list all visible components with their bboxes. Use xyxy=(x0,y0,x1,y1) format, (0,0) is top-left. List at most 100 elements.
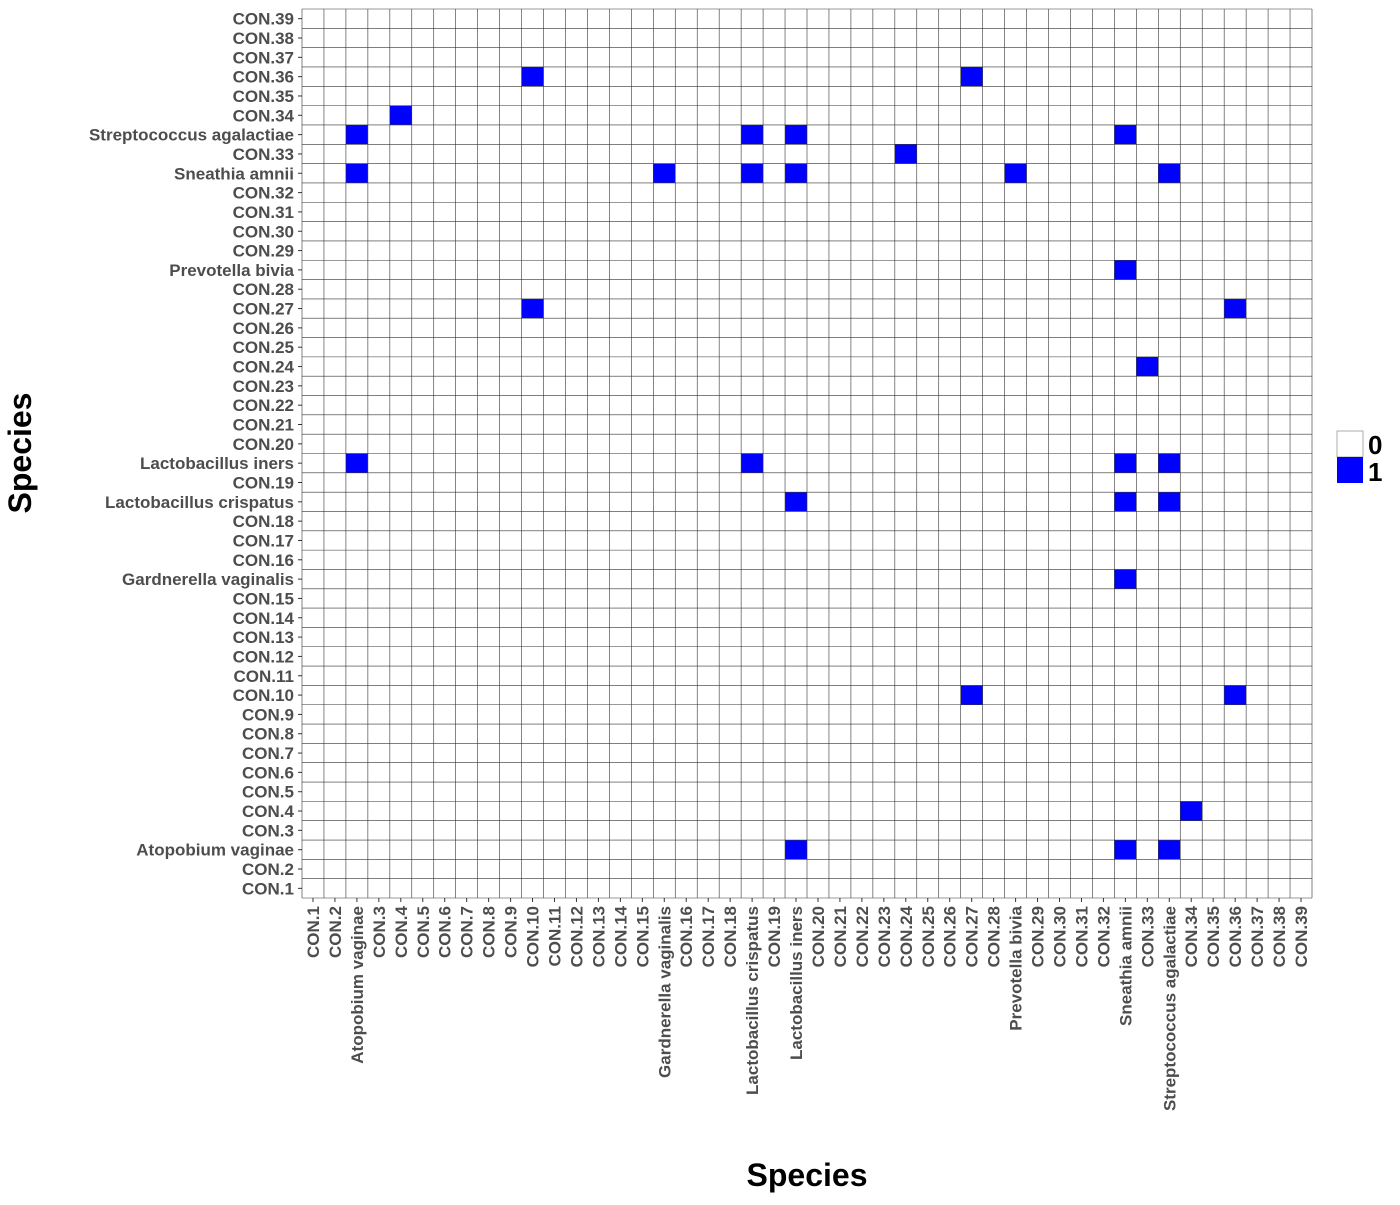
heatmap-cell-0 xyxy=(565,724,588,744)
heatmap-cell-0 xyxy=(1158,240,1181,261)
heatmap-cell-0 xyxy=(389,472,412,493)
heatmap-cell-0 xyxy=(521,395,544,415)
heatmap-cell-0 xyxy=(1202,666,1225,686)
heatmap-cell-0 xyxy=(609,801,632,821)
heatmap-cell-0 xyxy=(1202,298,1225,319)
heatmap-cell-0 xyxy=(763,144,786,164)
y-tick-label: CON.25 xyxy=(233,338,294,357)
heatmap-cell-0 xyxy=(302,221,324,241)
heatmap-cell-0 xyxy=(785,414,807,435)
heatmap-cell-0 xyxy=(828,704,851,725)
heatmap-cell-0 xyxy=(521,704,544,725)
heatmap-cell-0 xyxy=(411,511,434,531)
heatmap-cell-0 xyxy=(1290,318,1312,338)
heatmap-cell-0 xyxy=(916,743,939,763)
heatmap-cell-0 xyxy=(960,163,983,183)
heatmap-cell-0 xyxy=(916,453,939,473)
heatmap-cell-0 xyxy=(1092,66,1115,87)
heatmap-cell-0 xyxy=(565,878,588,898)
heatmap-cell-0 xyxy=(938,646,961,667)
heatmap-cell-0 xyxy=(302,530,324,551)
heatmap-cell-0 xyxy=(1290,646,1312,667)
heatmap-cell-0 xyxy=(323,608,346,628)
heatmap-cell-0 xyxy=(1048,492,1071,512)
heatmap-cell-0 xyxy=(916,240,939,261)
heatmap-cell-0 xyxy=(1048,588,1071,609)
heatmap-cell-0 xyxy=(1180,685,1203,705)
heatmap-cell-0 xyxy=(587,356,610,377)
heatmap-cell-0 xyxy=(938,260,961,280)
heatmap-cell-0 xyxy=(982,298,1005,319)
heatmap-cell-0 xyxy=(1026,550,1049,570)
heatmap-cell-0 xyxy=(302,86,324,106)
heatmap-cell-0 xyxy=(1004,279,1027,299)
heatmap-cell-0 xyxy=(1048,66,1071,87)
heatmap-cell-0 xyxy=(323,627,346,647)
heatmap-cell-0 xyxy=(521,492,544,512)
heatmap-cell-0 xyxy=(1202,608,1225,628)
heatmap-cell-0 xyxy=(653,414,676,435)
heatmap-cell-0 xyxy=(1290,492,1312,512)
heatmap-cell-0 xyxy=(872,86,895,106)
heatmap-cell-0 xyxy=(455,472,478,493)
heatmap-cell-0 xyxy=(807,820,829,841)
heatmap-cell-0 xyxy=(433,782,456,802)
heatmap-cell-0 xyxy=(367,163,390,183)
heatmap-cell-0 xyxy=(367,318,390,338)
heatmap-cell-0 xyxy=(1268,434,1291,454)
heatmap-cell-0 xyxy=(894,608,917,628)
heatmap-cell-0 xyxy=(1048,782,1071,802)
heatmap-cell-0 xyxy=(499,28,522,48)
heatmap-cell-0 xyxy=(1114,820,1137,841)
heatmap-cell-0 xyxy=(1114,221,1137,241)
heatmap-cell-0 xyxy=(411,724,434,744)
heatmap-cell-0 xyxy=(499,820,522,841)
heatmap-cell-0 xyxy=(719,105,742,125)
heatmap-cell-0 xyxy=(1070,163,1093,183)
heatmap-cell-0 xyxy=(521,724,544,744)
heatmap-cell-0 xyxy=(323,801,346,821)
heatmap-cell-0 xyxy=(609,86,632,106)
heatmap-cell-1 xyxy=(960,685,983,705)
heatmap-cell-0 xyxy=(653,202,676,222)
heatmap-cell-0 xyxy=(916,376,939,396)
heatmap-cell-0 xyxy=(763,801,786,821)
heatmap-cell-0 xyxy=(719,28,742,48)
y-tick-label: CON.37 xyxy=(233,48,294,67)
heatmap-cell-0 xyxy=(1224,511,1247,531)
heatmap-cell-0 xyxy=(433,627,456,647)
heatmap-cell-0 xyxy=(850,337,873,357)
heatmap-cell-0 xyxy=(1180,298,1203,319)
heatmap-cell-0 xyxy=(565,666,588,686)
heatmap-cell-0 xyxy=(323,376,346,396)
heatmap-cell-0 xyxy=(1158,588,1181,609)
heatmap-cell-0 xyxy=(389,859,412,879)
heatmap-cell-0 xyxy=(1158,9,1181,29)
heatmap-cell-0 xyxy=(785,801,807,821)
heatmap-cell-0 xyxy=(631,782,654,802)
heatmap-cell-0 xyxy=(1136,646,1159,667)
heatmap-cell-0 xyxy=(455,646,478,667)
heatmap-cell-0 xyxy=(323,47,346,67)
heatmap-cell-0 xyxy=(1136,859,1159,879)
y-tick-label: CON.24 xyxy=(233,358,295,377)
heatmap-cell-0 xyxy=(302,859,324,879)
heatmap-cell-0 xyxy=(872,569,895,589)
heatmap-cell-0 xyxy=(609,260,632,280)
heatmap-cell-0 xyxy=(499,221,522,241)
heatmap-cell-0 xyxy=(345,550,368,570)
heatmap-cell-0 xyxy=(543,685,566,705)
heatmap-cell-0 xyxy=(1268,182,1291,203)
heatmap-cell-0 xyxy=(1004,356,1027,377)
heatmap-cell-0 xyxy=(872,163,895,183)
heatmap-cell-0 xyxy=(675,530,698,551)
heatmap-cell-0 xyxy=(1004,550,1027,570)
heatmap-cell-0 xyxy=(1246,704,1269,725)
heatmap-cell-0 xyxy=(653,105,676,125)
heatmap-cell-0 xyxy=(1004,66,1027,87)
heatmap-cell-0 xyxy=(828,820,851,841)
heatmap-cell-0 xyxy=(719,569,742,589)
heatmap-cell-0 xyxy=(477,124,500,145)
heatmap-cell-0 xyxy=(1268,221,1291,241)
heatmap-cell-0 xyxy=(1268,492,1291,512)
